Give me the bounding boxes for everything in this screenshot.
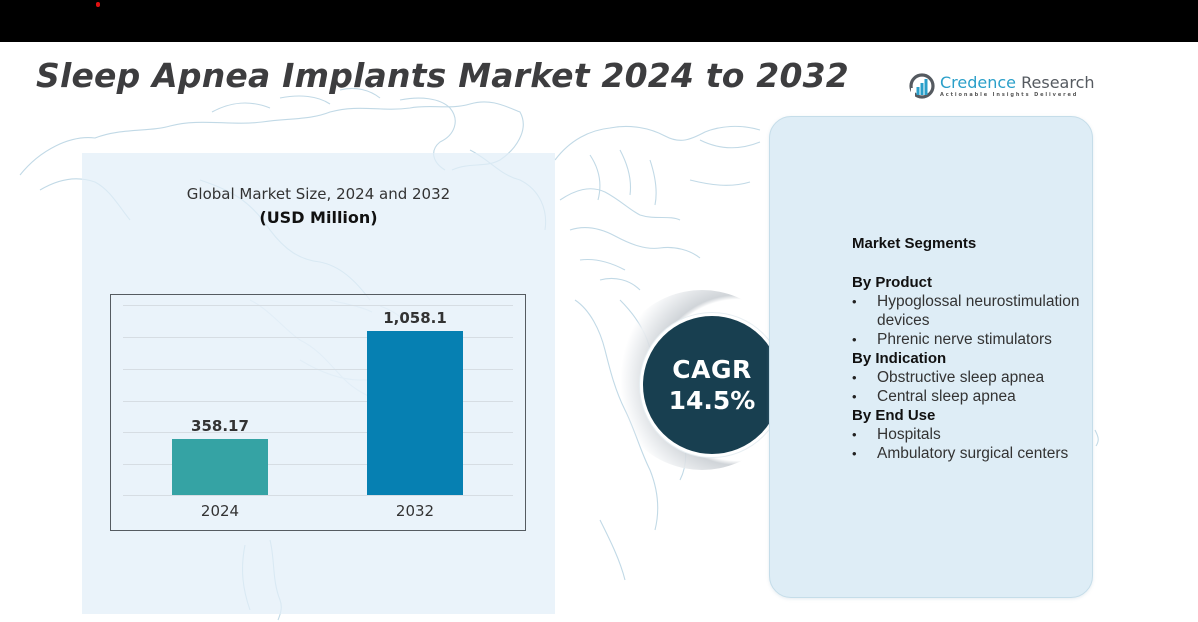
- segment-item: • Ambulatory surgical centers: [852, 445, 1069, 462]
- chart-subtitle: Global Market Size, 2024 and 2032: [186, 185, 451, 203]
- segments-list: Market Segments By Product • Hypoglossal …: [852, 235, 1092, 463]
- gridline: [123, 305, 513, 306]
- segment-item: • Central sleep apnea: [852, 388, 1016, 405]
- segment-group-end-use: By End Use • Hospitals • Ambulatory surgic…: [852, 406, 1092, 463]
- gridline: [123, 432, 513, 433]
- gridline: [123, 495, 513, 496]
- bar-chart: 358.17 2024 1,058.1 2032: [110, 294, 526, 531]
- segment-group-title: By End Use: [852, 407, 936, 424]
- segment-item: • Hospitals: [852, 426, 941, 443]
- credence-research-logo: Credence Research Actionable Insights De…: [908, 72, 1095, 100]
- bullet-icon: •: [852, 389, 857, 404]
- bullet-icon: •: [852, 427, 857, 442]
- cagr-value: 14.5%: [668, 386, 756, 415]
- gridline: [123, 464, 513, 465]
- bar-chart-circle-icon: [909, 73, 935, 99]
- bullet-icon: •: [852, 446, 857, 461]
- red-dot-marker: [96, 2, 100, 7]
- segment-group-indication: By Indication • Obstructive sleep apnea •…: [852, 349, 1092, 406]
- logo-name: Credence Research: [940, 73, 1095, 92]
- bar-value-2024: 358.17: [191, 417, 249, 435]
- bar-label-2024: 2024: [200, 502, 240, 520]
- segment-item: • Obstructive sleep apnea: [852, 369, 1045, 386]
- bullet-icon: •: [852, 332, 857, 347]
- segment-group-product: By Product • Hypoglossal neurostimulation…: [852, 273, 1092, 349]
- bullet-icon: •: [852, 370, 857, 385]
- segment-item: • Hypoglossal neurostimulation devices: [852, 293, 1080, 329]
- page-title: Sleep Apnea Implants Market 2024 to 2032: [36, 56, 849, 95]
- segment-group-title: By Product: [852, 274, 933, 291]
- cagr-label: CAGR: [672, 355, 752, 384]
- bar-value-2032: 1,058.1: [383, 309, 447, 327]
- top-black-bar: [0, 0, 1198, 42]
- bullet-icon: •: [852, 294, 857, 309]
- segment-group-title: By Indication: [852, 350, 947, 367]
- bar-2024: [172, 439, 268, 495]
- bar-label-2032: 2032: [395, 502, 435, 520]
- bar-2032: [367, 331, 463, 495]
- segments-heading: Market Segments: [852, 235, 977, 252]
- gridline: [123, 401, 513, 402]
- gridline: [123, 369, 513, 370]
- chart-unit: (USD Million): [259, 208, 378, 227]
- market-segments-panel: Market Segments By Product • Hypoglossal …: [769, 116, 1093, 598]
- segment-item: • Phrenic nerve stimulators: [852, 331, 1052, 348]
- cagr-badge: CAGR 14.5%: [640, 313, 784, 457]
- gridline: [123, 337, 513, 338]
- logo-tagline: Actionable Insights Delivered: [940, 92, 1079, 98]
